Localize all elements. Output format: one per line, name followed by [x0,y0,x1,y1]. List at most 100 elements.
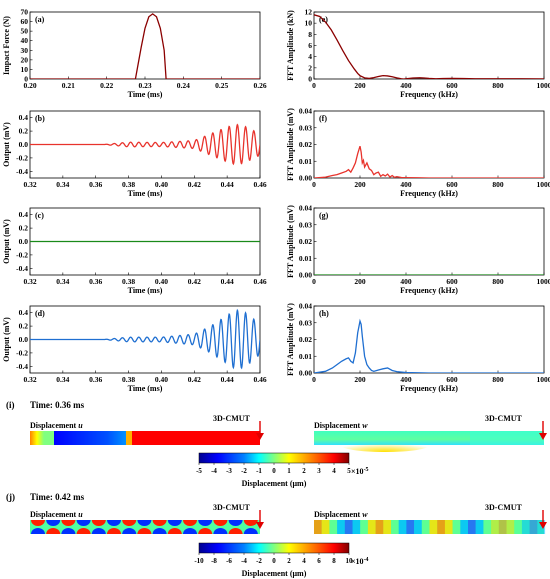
field-w-i-hump [340,438,430,452]
field-w-j-band [452,520,461,534]
x-tick-label-e: 1000 [537,81,550,90]
x-tick-label-b: 0.42 [188,180,201,189]
x-axis-label-c: Time (ms) [128,286,163,295]
x-tick-label-c: 0.44 [221,277,234,286]
y-tick-label-d: 0.4 [19,308,29,317]
cmut-label-i-left: 3D-CMUT [213,414,251,423]
field-w-j-band [367,520,376,534]
field-w-j-band [537,520,546,534]
x-tick-label-c: 0.42 [188,277,201,286]
y-tick-label-h: 0.01 [299,352,312,361]
series-line-a [30,13,260,79]
colorbar-scale-j: ×10-4 [351,557,369,566]
y-tick-label-h: 0.00 [299,369,312,378]
y-tick-label-c: 0.4 [19,210,29,219]
cmut-arrow-j-right [539,510,547,529]
plot-frame-e [313,11,545,80]
x-tick-label-b: 0.46 [253,180,266,189]
field-u-j-blob [198,520,213,526]
field-u-j-blob [61,528,76,534]
field-w-j-band [414,520,422,534]
x-tick-label-e: 400 [400,81,412,90]
y-axis-label-e: FFT Amplitude (kN) [286,10,295,81]
y-tick-label-a: 50 [21,27,29,36]
field-w-j-band [406,520,415,534]
x-tick-label-e: 800 [492,81,504,90]
displacement-w-label-i: Displacement w [314,421,368,430]
field-w-j-band [444,520,453,534]
displacement-w-label-j: Displacement w [314,510,368,519]
y-tick-label-a: 70 [21,8,29,17]
field-u-j-blob [183,520,197,526]
y-tick-label-c: -0.4 [16,264,28,273]
y-tick-label-g: 0.04 [299,204,312,213]
x-tick-label-c: 0.40 [155,277,168,286]
colorbar-tick-label-i: -4 [211,467,217,475]
cmut-label-i-right: 3D-CMUT [485,414,523,423]
colorbar-tick-label-i: 1 [287,467,291,475]
x-tick-label-e: 0 [312,81,316,90]
displacement-u-label-i: Displacement u [30,421,83,430]
y-tick-label-a: 40 [21,36,29,45]
y-tick-label-b: -0.4 [16,167,28,176]
field-u-j-blob [122,528,137,534]
x-axis-label-a: Time (ms) [128,90,163,99]
x-tick-label-g: 600 [446,277,458,286]
colorbar-i [198,452,350,464]
plot-frame-f [313,110,545,179]
time-label-i: Time: 0.36 ms [30,400,85,410]
colorbar-tick-label-i: 0 [272,467,276,475]
field-w-j-band [491,520,499,534]
x-axis-label-f: Frequency (kHz) [400,189,458,198]
x-tick-label-c: 0.38 [122,277,135,286]
series-line-e [314,14,544,79]
field-u-j-blob [137,520,152,526]
x-tick-label-b: 0.32 [23,180,36,189]
x-tick-label-c: 0.34 [56,277,69,286]
cmut-arrow-i-right [539,421,547,440]
field-u-j-blob [243,520,258,526]
x-tick-label-d: 0.36 [89,375,102,384]
chart-d: 0.32 0.34 0.36 0.38 0.40 0.42 0.44 0.46 -0.4 -0.2… [2,305,267,393]
y-tick-label-h: 0.03 [299,318,312,327]
field-w-j-band [437,520,445,534]
x-tick-label-h: 800 [492,375,504,384]
x-tick-label-f: 0 [312,180,316,189]
y-axis-label-c: Output (mV) [2,219,11,264]
field-w-j-band [421,520,430,534]
x-axis-label-e: Frequency (kHz) [400,90,458,99]
x-tick-label-g: 800 [492,277,504,286]
panel-label-j: (j) [6,492,15,502]
x-tick-label-a: 0.25 [215,81,228,90]
field-u-j-blob [91,520,106,526]
x-tick-label-a: 0.22 [100,81,113,90]
y-tick-label-e: 12 [305,8,313,17]
panel-label-i: (i) [6,400,15,410]
plot-frame-g [313,207,545,276]
field-w-j-band [483,520,492,534]
y-tick-label-e: 8 [308,30,312,39]
y-axis-label-d: Output (mV) [2,317,11,362]
time-label-j: Time: 0.42 ms [30,492,85,502]
field-w-j-band [337,520,345,534]
x-tick-label-d: 0.44 [221,375,234,384]
cmut-arrow-j-left [256,510,264,529]
colorbar-tick-label-i: 2 [302,467,306,475]
field-u-j-pattern [31,520,258,534]
y-tick-label-e: 2 [308,63,312,72]
colorbar-tick-label-j: -4 [241,557,247,565]
y-tick-label-f: 0.03 [299,123,312,132]
y-tick-label-d: 0.0 [19,335,29,344]
x-tick-label-b: 0.44 [221,180,234,189]
field-u-i-blue [54,431,130,445]
field-u-j-blob [46,528,61,534]
colorbar-scale-i: ×10-5 [351,467,369,476]
field-u-j-blob [152,520,167,526]
y-tick-label-a: 0 [24,75,28,84]
chart-a: 0.20 0.21 0.22 0.23 0.24 0.25 0.26 010203040506… [2,8,267,100]
series-line-h [314,318,544,373]
field-w-j-band [529,520,538,534]
y-tick-label-e: 10 [305,19,313,28]
y-tick-label-f: 0.02 [299,140,312,149]
